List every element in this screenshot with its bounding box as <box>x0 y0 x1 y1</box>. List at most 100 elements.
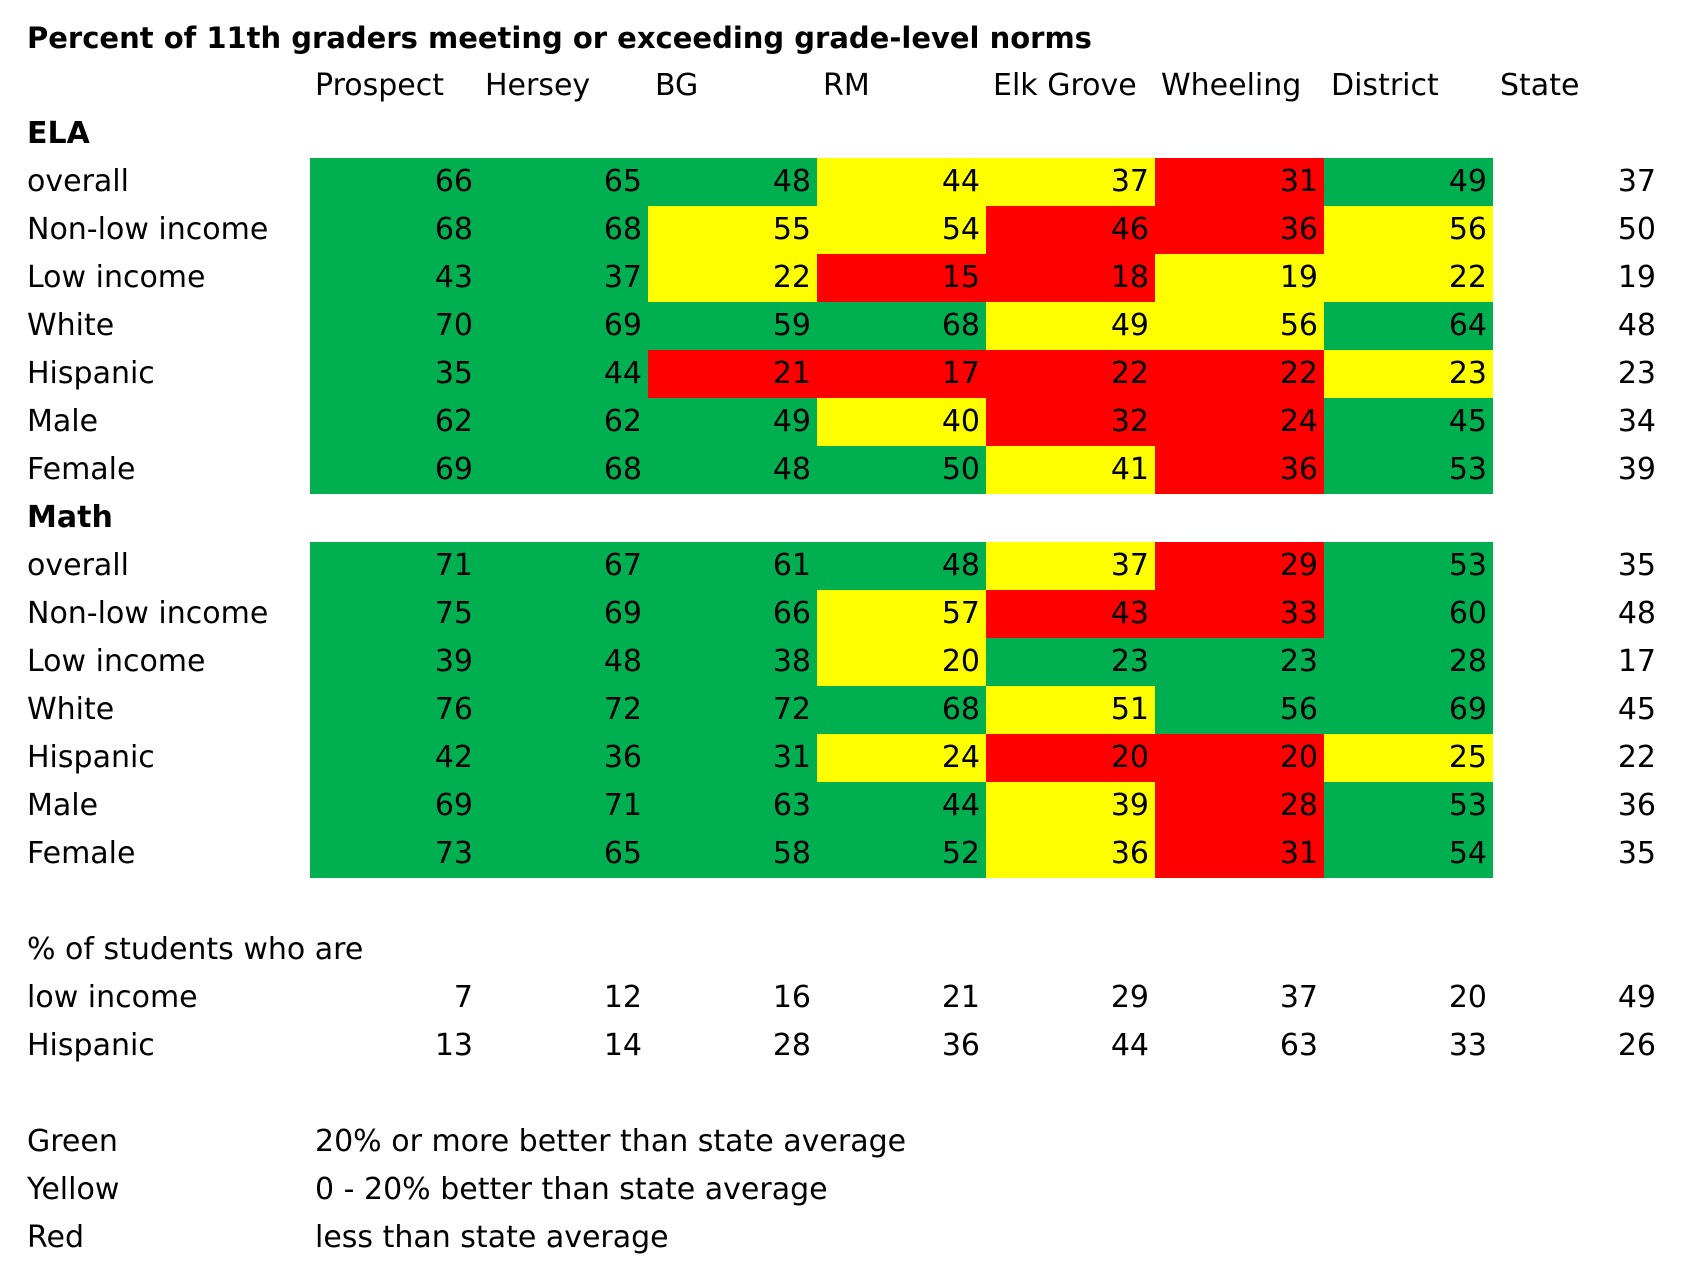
row-label: Female <box>27 452 136 487</box>
table-row: Hispanic 42 36 31 24 20 20 25 22 <box>0 734 1681 782</box>
value-cell-state: 36 <box>1617 788 1656 823</box>
value-cell-district: 25 <box>1324 734 1493 782</box>
table-row: Low income 43 37 22 15 18 19 22 19 <box>0 254 1681 302</box>
value-cell-district: 53 <box>1324 542 1493 590</box>
value-cell-prospect: 66 <box>310 158 479 206</box>
value-cell-rm: 44 <box>817 782 986 830</box>
value-cell-elk-grove: 23 <box>986 638 1155 686</box>
value-cell-state: 22 <box>1617 740 1656 775</box>
value-cell-state: 35 <box>1617 836 1656 871</box>
row-label: White <box>27 692 115 727</box>
row-label: Female <box>27 836 136 871</box>
value-cell-elk-grove: 37 <box>986 158 1155 206</box>
value-cell-rm: 68 <box>817 686 986 734</box>
value-cell-prospect: 70 <box>310 302 479 350</box>
row-label: overall <box>27 164 129 199</box>
value-cell-bg: 48 <box>648 158 817 206</box>
row-label: Non-low income <box>27 212 269 247</box>
value-cell-bg: 59 <box>648 302 817 350</box>
value-cell-rm: 24 <box>817 734 986 782</box>
value-cell-rm: 44 <box>817 158 986 206</box>
value-cell-elk-grove: 32 <box>986 398 1155 446</box>
value-cell-rm: 54 <box>817 206 986 254</box>
legend-description: less than state average <box>315 1220 669 1255</box>
value-cell-rm: 20 <box>817 638 986 686</box>
value-cell-hersey: 69 <box>479 590 648 638</box>
value-cell-wheeling: 37 <box>1279 980 1318 1015</box>
value-cell-bg: 63 <box>648 782 817 830</box>
value-cell-prospect: 7 <box>453 980 473 1015</box>
value-cell-bg: 55 <box>648 206 817 254</box>
column-header-wheeling: Wheeling <box>1161 68 1302 103</box>
value-cell-district: 53 <box>1324 446 1493 494</box>
table-row: low income 7 12 16 21 29 37 20 49 <box>0 974 1681 1022</box>
value-cell-wheeling: 29 <box>1155 542 1324 590</box>
table-row: White 70 69 59 68 49 56 64 48 <box>0 302 1681 350</box>
value-cell-elk-grove: 36 <box>986 830 1155 878</box>
legend-color-name: Red <box>27 1220 84 1255</box>
value-cell-rm: 48 <box>817 542 986 590</box>
value-cell-state: 39 <box>1617 452 1656 487</box>
column-header-prospect: Prospect <box>315 68 444 103</box>
value-cell-district: 49 <box>1324 158 1493 206</box>
value-cell-hersey: 68 <box>479 446 648 494</box>
value-cell-prospect: 76 <box>310 686 479 734</box>
value-cell-prospect: 69 <box>310 782 479 830</box>
value-cell-bg: 49 <box>648 398 817 446</box>
value-cell-state: 37 <box>1617 164 1656 199</box>
value-cell-rm: 57 <box>817 590 986 638</box>
value-cell-hersey: 71 <box>479 782 648 830</box>
value-cell-state: 17 <box>1617 644 1656 679</box>
value-cell-bg: 31 <box>648 734 817 782</box>
table-row: White 76 72 72 68 51 56 69 45 <box>0 686 1681 734</box>
value-cell-wheeling: 28 <box>1155 782 1324 830</box>
value-cell-elk-grove: 22 <box>986 350 1155 398</box>
column-header-rm: RM <box>823 68 870 103</box>
value-cell-hersey: 36 <box>479 734 648 782</box>
section-heading-math: Math <box>27 500 113 535</box>
value-cell-state: 48 <box>1617 308 1656 343</box>
row-label: Hispanic <box>27 356 155 391</box>
column-header-state: State <box>1500 68 1580 103</box>
value-cell-hersey: 65 <box>479 158 648 206</box>
value-cell-wheeling: 56 <box>1155 302 1324 350</box>
value-cell-elk-grove: 29 <box>1110 980 1149 1015</box>
value-cell-elk-grove: 46 <box>986 206 1155 254</box>
value-cell-district: 33 <box>1448 1028 1487 1063</box>
value-cell-wheeling: 20 <box>1155 734 1324 782</box>
demographics-heading: % of students who are <box>27 932 364 967</box>
value-cell-bg: 72 <box>648 686 817 734</box>
row-label: Non-low income <box>27 596 269 631</box>
value-cell-rm: 21 <box>941 980 980 1015</box>
legend-description: 0 - 20% better than state average <box>315 1172 828 1207</box>
value-cell-hersey: 14 <box>603 1028 642 1063</box>
value-cell-bg: 28 <box>772 1028 811 1063</box>
row-label: Hispanic <box>27 740 155 775</box>
value-cell-bg: 48 <box>648 446 817 494</box>
value-cell-elk-grove: 44 <box>1110 1028 1149 1063</box>
value-cell-district: 20 <box>1448 980 1487 1015</box>
column-header-bg: BG <box>655 68 699 103</box>
value-cell-hersey: 68 <box>479 206 648 254</box>
table-row: Hispanic 35 44 21 17 22 22 23 23 <box>0 350 1681 398</box>
legend-color-name: Yellow <box>27 1172 120 1207</box>
column-header-hersey: Hersey <box>485 68 591 103</box>
value-cell-hersey: 67 <box>479 542 648 590</box>
value-cell-rm: 15 <box>817 254 986 302</box>
value-cell-wheeling: 63 <box>1279 1028 1318 1063</box>
value-cell-prospect: 68 <box>310 206 479 254</box>
value-cell-hersey: 72 <box>479 686 648 734</box>
row-label: overall <box>27 548 129 583</box>
legend-description: 20% or more better than state average <box>315 1124 907 1159</box>
value-cell-prospect: 35 <box>310 350 479 398</box>
value-cell-rm: 17 <box>817 350 986 398</box>
row-label: Male <box>27 404 99 439</box>
value-cell-rm: 36 <box>941 1028 980 1063</box>
row-label: Male <box>27 788 99 823</box>
value-cell-wheeling: 19 <box>1155 254 1324 302</box>
value-cell-district: 53 <box>1324 782 1493 830</box>
column-header-district: District <box>1331 68 1439 103</box>
value-cell-wheeling: 36 <box>1155 446 1324 494</box>
value-cell-state: 23 <box>1617 356 1656 391</box>
value-cell-district: 64 <box>1324 302 1493 350</box>
